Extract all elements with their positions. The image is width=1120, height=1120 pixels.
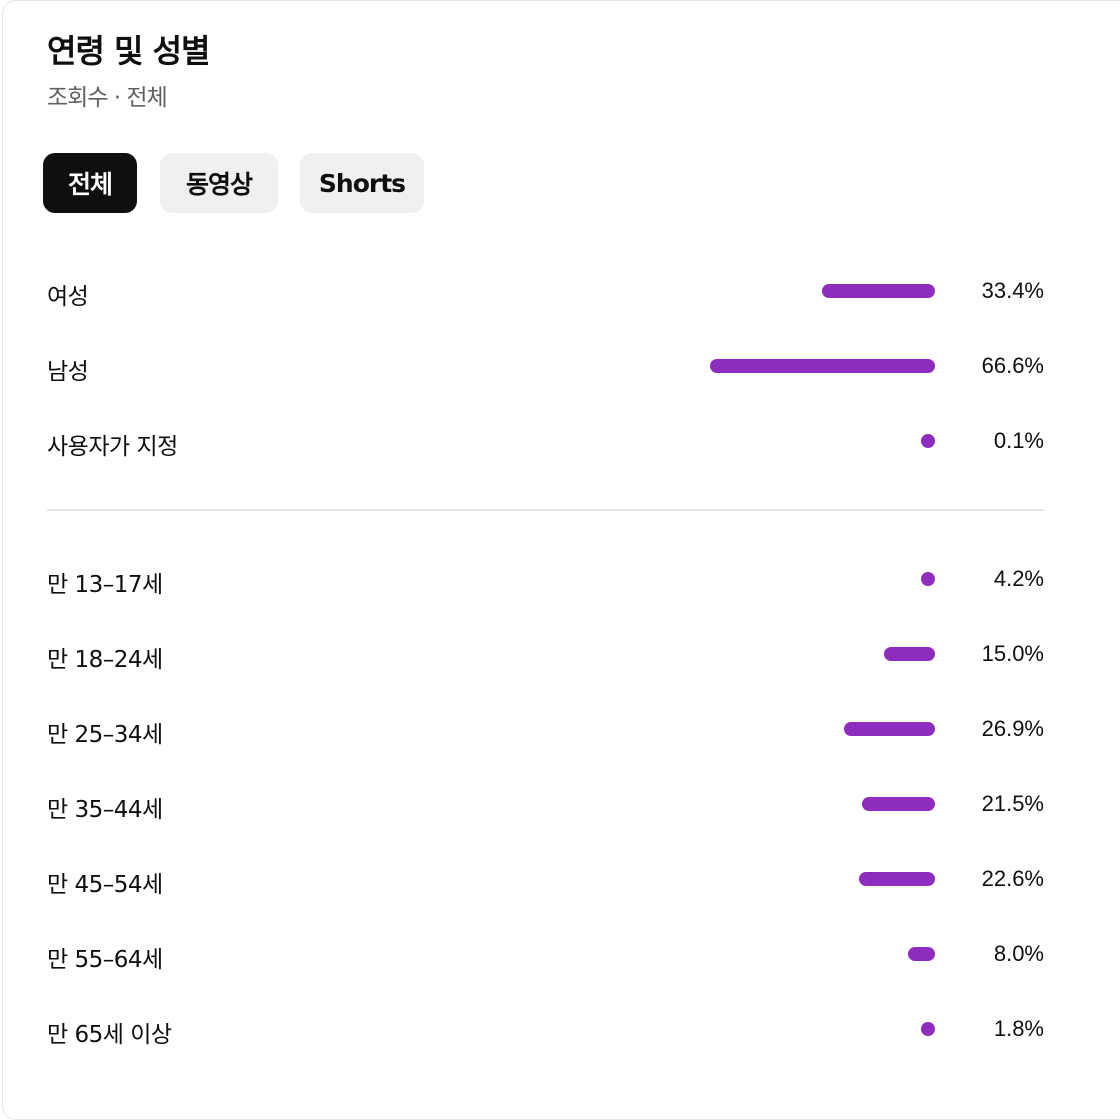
age-label: 만 65세 이상 xyxy=(47,1022,172,1048)
age-percent: 26.9% xyxy=(981,716,1044,741)
age-label: 만 18–24세 xyxy=(47,647,163,673)
age-label: 만 13–17세 xyxy=(47,572,163,598)
gender-bar xyxy=(822,284,935,298)
age-row: 만 55–64세 8.0% xyxy=(47,934,1044,974)
age-row: 만 65세 이상 1.8% xyxy=(47,1009,1044,1049)
age-label: 만 25–34세 xyxy=(47,722,163,748)
chip-shorts[interactable]: Shorts xyxy=(300,153,424,213)
divider xyxy=(47,509,1044,511)
age-bar xyxy=(920,572,935,586)
age-bar xyxy=(858,872,935,886)
age-bar xyxy=(844,722,935,736)
age-bar xyxy=(862,797,935,811)
gender-bar xyxy=(921,434,935,448)
chip-all[interactable]: 전체 xyxy=(43,153,137,213)
age-bar xyxy=(884,647,935,661)
gender-bar xyxy=(709,359,935,373)
gender-label: 사용자가 지정 xyxy=(47,434,178,460)
age-percent: 15.0% xyxy=(981,641,1044,666)
age-row: 만 13–17세 4.2% xyxy=(47,559,1044,599)
age-row: 만 35–44세 21.5% xyxy=(47,784,1044,824)
gender-percent: 33.4% xyxy=(981,278,1044,303)
card-title: 연령 및 성별 xyxy=(47,32,210,70)
card-subtitle: 조회수 · 전체 xyxy=(47,85,168,111)
age-bar xyxy=(921,1022,935,1036)
age-percent: 21.5% xyxy=(981,791,1044,816)
gender-percent: 66.6% xyxy=(981,353,1044,378)
age-bar xyxy=(907,947,935,961)
chip-videos[interactable]: 동영상 xyxy=(160,153,278,213)
age-label: 만 45–54세 xyxy=(47,872,163,898)
age-label: 만 35–44세 xyxy=(47,797,163,823)
gender-label: 여성 xyxy=(47,284,89,310)
age-percent: 8.0% xyxy=(993,941,1044,966)
age-percent: 4.2% xyxy=(993,566,1044,591)
age-percent: 1.8% xyxy=(993,1016,1044,1041)
gender-row: 사용자가 지정 0.1% xyxy=(47,421,1044,461)
gender-row: 여성 33.4% xyxy=(47,271,1044,311)
age-percent: 22.6% xyxy=(981,866,1044,891)
age-row: 만 18–24세 15.0% xyxy=(47,634,1044,674)
age-row: 만 45–54세 22.6% xyxy=(47,859,1044,899)
age-row: 만 25–34세 26.9% xyxy=(47,709,1044,749)
age-label: 만 55–64세 xyxy=(47,947,163,973)
gender-percent: 0.1% xyxy=(993,428,1044,453)
gender-label: 남성 xyxy=(47,359,89,385)
gender-row: 남성 66.6% xyxy=(47,346,1044,386)
